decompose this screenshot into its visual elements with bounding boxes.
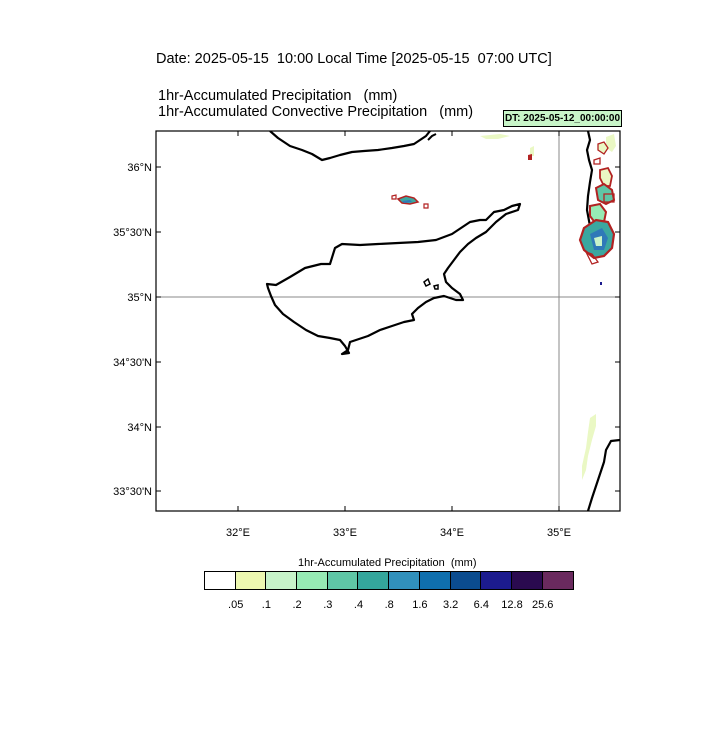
legend-label-8: 6.4 [473, 599, 489, 611]
legend-swatch-8 [450, 572, 482, 589]
date-title: Date: 2025-05-15 10:00 Local Time [2025-… [156, 51, 552, 67]
legend-label-10: 25.6 [531, 599, 554, 611]
precip-light-coast-south [582, 414, 596, 480]
precip-light-top [480, 134, 510, 139]
cyprus-islet-2 [433, 284, 439, 290]
legend-label-5: .8 [384, 599, 394, 611]
lon-ticks [237, 131, 560, 511]
legend-swatch-11 [542, 572, 574, 589]
legend-swatch-10 [511, 572, 543, 589]
lon-label-32e: 32°E [226, 527, 250, 539]
legend-label-6: 1.6 [412, 599, 428, 611]
legend-title: 1hr-Accumulated Precipitation (mm) [298, 557, 477, 569]
levant-coastline-south [586, 438, 620, 511]
turkey-coastline [269, 131, 431, 162]
lat-label-36n: 36°N [127, 162, 152, 174]
legend-colorbar [204, 571, 575, 590]
precip-light-small [530, 146, 534, 156]
cyprus-coastline [265, 202, 522, 356]
convective-cell-west [391, 194, 429, 209]
lat-label-34-30n: 34°30'N [113, 357, 152, 369]
legend-swatch-6 [389, 572, 420, 589]
cyprus-islet [423, 277, 431, 288]
legend-label-3: .3 [323, 599, 333, 611]
legend-swatch-2 [266, 572, 298, 589]
turkey-coast-segment [427, 133, 437, 141]
lon-label-33e: 33°E [333, 527, 357, 539]
legend-swatch-4 [327, 572, 359, 589]
legend-swatch-9 [481, 572, 512, 589]
legend-swatch-0 [205, 572, 236, 589]
lon-label-34e: 34°E [440, 527, 464, 539]
lat-label-34n: 34°N [127, 422, 152, 434]
legend-label-7: 3.2 [442, 599, 459, 611]
dt-badge: DT: 2025-05-12_00:00:00 [503, 110, 622, 127]
precip-field-title: 1hr-Accumulated Precipitation (mm) [158, 88, 398, 104]
convective-band-east [578, 141, 616, 285]
legend-label-4: .4 [353, 599, 364, 611]
legend-swatch-5 [358, 572, 390, 589]
lat-label-35n: 35°N [127, 292, 152, 304]
convective-cell-small [528, 154, 532, 160]
lon-label-35e: 35°E [547, 527, 571, 539]
map-content [156, 131, 620, 511]
legend-swatch-1 [235, 572, 267, 589]
lat-label-33-30n: 33°30'N [113, 486, 152, 498]
legend-label-1: .1 [261, 599, 271, 611]
legend-swatch-7 [419, 572, 451, 589]
legend-label-2: .2 [292, 599, 302, 611]
precip-light-top-right [606, 134, 616, 152]
legend-swatch-3 [297, 572, 328, 589]
legend-label-0: .05 [228, 599, 244, 611]
legend-label-9: 12.8 [501, 599, 523, 611]
lat-ticks [156, 166, 620, 492]
convective-field-title: 1hr-Accumulated Convective Precipitation… [158, 104, 474, 120]
map-frame [155, 130, 621, 512]
lat-label-35-30n: 35°30'N [113, 227, 152, 239]
